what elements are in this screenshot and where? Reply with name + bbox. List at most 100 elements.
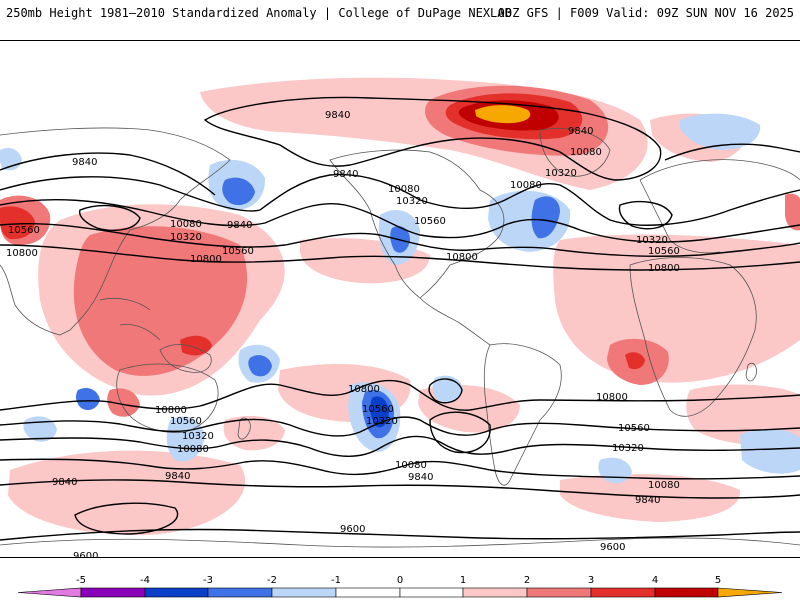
- anomaly-negative-north-atlantic: [488, 190, 571, 252]
- contour-label: 10800: [348, 384, 380, 395]
- contour-label: 10080: [170, 219, 202, 230]
- contour-label: 10320: [396, 196, 428, 207]
- colorbar-swatch: [335, 587, 401, 598]
- contour-label: 10800: [596, 392, 628, 403]
- contour-label: 10320: [170, 232, 202, 243]
- anomaly-negative-north-pacific: [222, 177, 255, 206]
- coastline-north-america: [329, 149, 505, 299]
- anomaly-colorbar: -5 -4 -3 -2 -1 0 1 2 3 4 5: [17, 575, 783, 598]
- colorbar-tick-label: 3: [588, 575, 594, 586]
- colorbar-swatch: [526, 587, 592, 598]
- colorbar-tick-label: 5: [715, 575, 721, 586]
- contour-label: 10800: [190, 254, 222, 265]
- contour-label: 10560: [648, 246, 680, 257]
- anomaly-negative-south-indian: [740, 428, 800, 474]
- contour-label: 10800: [6, 248, 38, 259]
- contour-label: 9840: [165, 471, 190, 482]
- contour-label: 10320: [182, 431, 214, 442]
- contour-label: 10800: [155, 405, 187, 416]
- colorbar-tick-label: 4: [652, 575, 658, 586]
- contour-label: 10080: [648, 480, 680, 491]
- colorbar-tick-label: -3: [203, 575, 213, 586]
- negative-anomaly-shading: [0, 113, 800, 484]
- contour-label: 10560: [222, 246, 254, 257]
- contour-label: 9600: [600, 542, 625, 553]
- anomaly-positive-southern-ocean: [418, 385, 520, 433]
- model-run-info: 00Z GFS | F009 Valid: 09Z SUN NOV 16 202…: [497, 6, 794, 20]
- coastline-europe: [639, 159, 800, 254]
- contour-9600-low: [74, 502, 179, 535]
- contour-label: 9840: [333, 169, 358, 180]
- coastline-asia: [0, 127, 231, 336]
- contour-10560-north: [0, 222, 800, 257]
- colorbar-swatch: [399, 587, 464, 598]
- colorbar-tick-label: 2: [524, 575, 530, 586]
- colorbar-swatch: [80, 587, 146, 598]
- colorbar-tick-label: 1: [460, 575, 466, 586]
- contour-label: 10080: [570, 147, 602, 158]
- anomaly-negative-south-pacific: [248, 355, 272, 377]
- coastline-greenland: [539, 128, 611, 177]
- coastline-south-america: [483, 343, 562, 486]
- colorbar-tick-label: 0: [397, 575, 403, 586]
- contour-9840-north-2: [0, 143, 800, 196]
- contour-label: 10560: [170, 416, 202, 427]
- anomaly-negative-europe: [680, 113, 761, 150]
- contour-label: 10320: [366, 416, 398, 427]
- anomaly-negative-north-atlantic: [531, 196, 560, 239]
- contour-closed-low-south-pacific: [428, 378, 463, 404]
- contour-label: 9840: [325, 110, 350, 121]
- anomaly-positive-alaska-peak: [475, 105, 531, 124]
- contour-label: 10560: [414, 216, 446, 227]
- colorbar-swatch: [717, 587, 783, 598]
- anomaly-positive-southern-ocean: [560, 474, 741, 522]
- contour-10080-north: [0, 173, 800, 226]
- anomaly-negative-south-pacific: [370, 396, 389, 428]
- colorbar-tick-label: -1: [331, 575, 341, 586]
- anomaly-positive-south-pacific: [8, 450, 246, 536]
- map-title: 250mb Height 1981–2010 Standardized Anom…: [6, 6, 512, 20]
- contour-9600-south: [0, 528, 800, 541]
- coastline-central-america: [419, 297, 491, 346]
- contour-label: 9840: [72, 157, 97, 168]
- contour-label: 10080: [510, 180, 542, 191]
- contour-label: 9840: [408, 472, 433, 483]
- colorbar-tick-label: -4: [140, 575, 150, 586]
- contour-label: 9840: [227, 220, 252, 231]
- colorbar-swatches: [17, 587, 783, 598]
- contour-label: 9600: [340, 524, 365, 535]
- anomaly-positive-east-asia: [0, 206, 35, 240]
- contour-closed-low-south-atlantic: [429, 411, 491, 454]
- contour-label: 9600: [73, 551, 98, 558]
- anomaly-positive-south-atlantic: [625, 352, 645, 370]
- contour-10080-south: [0, 458, 800, 480]
- contour-9840-north: [203, 96, 662, 181]
- anomaly-positive-west-pacific: [180, 335, 212, 356]
- colorbar-swatch: [590, 587, 656, 598]
- contour-10560-south: [0, 416, 800, 437]
- contour-label: 9840: [635, 495, 660, 506]
- anomaly-negative-west-asia: [0, 148, 22, 171]
- contour-label: 10080: [395, 460, 427, 471]
- colorbar-swatch: [654, 587, 719, 598]
- contour-10320-north: [0, 198, 800, 243]
- contour-10800-south: [0, 379, 800, 411]
- colorbar-swatch: [462, 587, 528, 598]
- contour-label: 10560: [618, 423, 650, 434]
- anomaly-positive-east-asia: [785, 193, 800, 231]
- contour-9840-south: [0, 479, 800, 499]
- colorbar-swatch: [17, 587, 82, 598]
- contour-label: 9840: [52, 477, 77, 488]
- coastline-madagascar: [745, 362, 757, 382]
- contour-label: 10320: [545, 168, 577, 179]
- contour-loop-north-atlantic: [618, 200, 673, 230]
- anomaly-positive-southern-ocean: [107, 388, 140, 417]
- contour-10320-south: [0, 435, 800, 457]
- anomaly-negative-south-pacific: [75, 388, 100, 411]
- colorbar-swatch: [207, 587, 273, 598]
- contour-label: 10560: [8, 225, 40, 236]
- contour-label: 10080: [388, 184, 420, 195]
- colorbar-swatch: [144, 587, 209, 598]
- contour-loop-north-pacific: [78, 204, 141, 231]
- contour-label: 10320: [612, 443, 644, 454]
